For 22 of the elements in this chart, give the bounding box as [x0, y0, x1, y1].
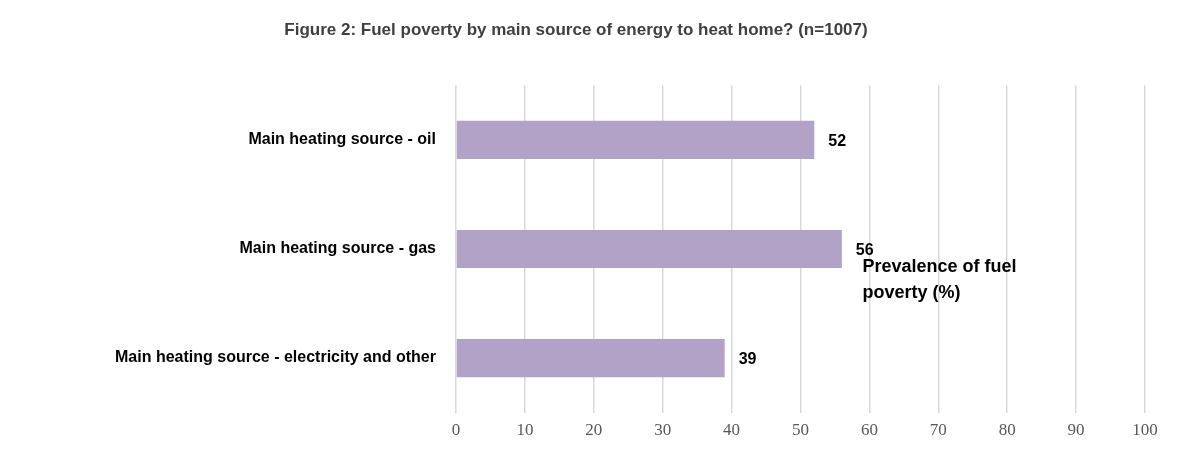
x-tick-label: 100 — [1132, 420, 1158, 440]
bar — [456, 120, 815, 160]
bar — [456, 338, 725, 378]
x-tick-label: 30 — [654, 420, 672, 440]
x-tick-label: 0 — [451, 420, 461, 440]
x-tick-label: 90 — [1067, 420, 1085, 440]
data-label: 39 — [738, 350, 757, 368]
data-label: 52 — [828, 132, 847, 150]
x-tick-label: 40 — [723, 420, 741, 440]
annotation: Prevalence of fuel poverty (%) — [862, 256, 1017, 303]
x-tick-label: 70 — [929, 420, 947, 440]
y-tick-label: Main heating source - electricity and other — [115, 348, 436, 366]
y-tick-label: Main heating source - gas — [239, 239, 437, 257]
bar — [456, 229, 842, 269]
x-tick-label: 50 — [792, 420, 809, 440]
x-tick-label: 10 — [516, 420, 534, 440]
data-label: 56 — [855, 241, 874, 259]
y-tick-label: Main heating source - oil — [248, 130, 436, 148]
chart-title: Figure 2: Fuel poverty by main source of energy to heat home? (n=1007) — [284, 19, 868, 39]
x-tick-label: 60 — [860, 420, 878, 440]
x-tick-label: 80 — [998, 420, 1016, 440]
x-tick-label: 20 — [585, 420, 603, 440]
